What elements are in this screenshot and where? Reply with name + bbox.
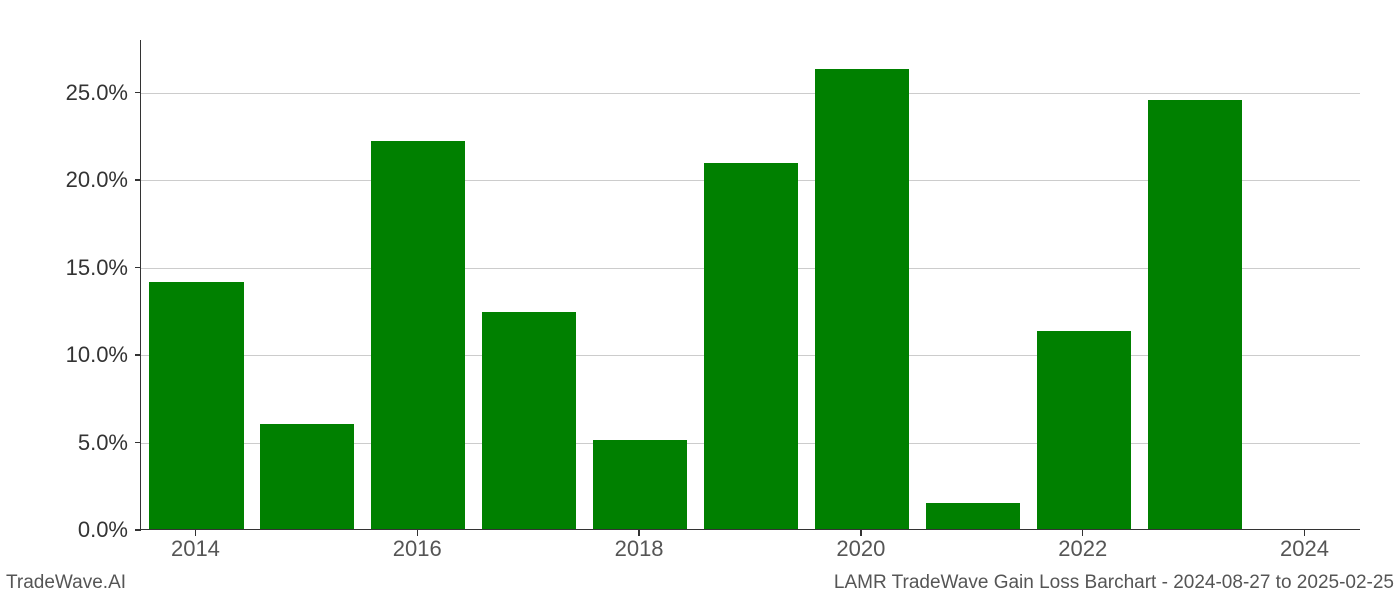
bar	[260, 424, 354, 529]
bar	[149, 282, 243, 529]
ytick-label: 10.0%	[66, 342, 128, 368]
xtick-mark	[195, 530, 197, 536]
chart-container: TradeWave.AI LAMR TradeWave Gain Loss Ba…	[0, 0, 1400, 600]
ytick-mark	[135, 529, 141, 531]
xtick-label: 2024	[1280, 536, 1329, 562]
xtick-mark	[417, 530, 419, 536]
bar	[704, 163, 798, 529]
xtick-label: 2020	[836, 536, 885, 562]
ytick-mark	[135, 354, 141, 356]
gridline	[141, 93, 1360, 94]
ytick-mark	[135, 267, 141, 269]
bar	[482, 312, 576, 529]
bar	[1037, 331, 1131, 529]
ytick-label: 20.0%	[66, 167, 128, 193]
ytick-mark	[135, 442, 141, 444]
bar	[593, 440, 687, 529]
bar	[926, 503, 1020, 529]
xtick-label: 2022	[1058, 536, 1107, 562]
xtick-mark	[860, 530, 862, 536]
footer-left-text: TradeWave.AI	[6, 572, 126, 594]
xtick-mark	[638, 530, 640, 536]
xtick-label: 2018	[615, 536, 664, 562]
ytick-label: 15.0%	[66, 255, 128, 281]
ytick-label: 0.0%	[78, 517, 128, 543]
bar	[815, 69, 909, 529]
xtick-label: 2016	[393, 536, 442, 562]
xtick-mark	[1304, 530, 1306, 536]
bar	[371, 141, 465, 530]
ytick-mark	[135, 179, 141, 181]
ytick-label: 25.0%	[66, 80, 128, 106]
xtick-mark	[1082, 530, 1084, 536]
ytick-mark	[135, 92, 141, 94]
bar	[1148, 100, 1242, 529]
footer-right-text: LAMR TradeWave Gain Loss Barchart - 2024…	[834, 572, 1394, 594]
xtick-label: 2014	[171, 536, 220, 562]
ytick-label: 5.0%	[78, 430, 128, 456]
plot-area	[140, 40, 1360, 530]
